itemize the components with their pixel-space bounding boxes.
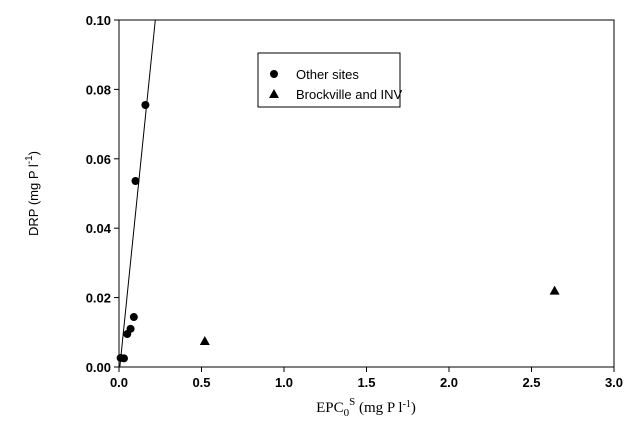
y-tick-label: 0.06 [86, 152, 111, 167]
point [126, 324, 135, 333]
point [131, 177, 140, 186]
point [549, 285, 560, 295]
x-axis-title-part: (mg P l [355, 400, 402, 416]
legend-label: Brockville and INV [296, 87, 403, 102]
legend [257, 52, 401, 108]
x-tick-label: 1.0 [275, 375, 293, 390]
x-axis-title-part: -1 [403, 399, 411, 410]
x-tick-label: 2.5 [522, 375, 540, 390]
y-axis-title: DRP (mg P l-1) [24, 151, 41, 236]
y-tick-label: 0.08 [86, 82, 111, 97]
x-tick-label: 0.5 [192, 375, 210, 390]
fit-line [119, 20, 156, 367]
x-axis-title-part: S [349, 396, 355, 408]
y-tick-label: 0.02 [86, 291, 111, 306]
legend-marker [270, 70, 278, 78]
y-axis-title-part: ) [26, 151, 41, 155]
y-axis-title-part: DRP (mg P l [26, 164, 41, 236]
point [129, 313, 138, 322]
x-tick-label: 1.5 [357, 375, 375, 390]
y-tick-label: 0.04 [86, 221, 112, 236]
x-tick-label: 3.0 [605, 375, 623, 390]
legend-marker [269, 89, 279, 98]
y-tick-label: 0.10 [86, 13, 111, 28]
y-tick-label: 0.00 [86, 360, 111, 375]
point [199, 335, 210, 345]
point [141, 101, 150, 110]
x-tick-label: 2.0 [440, 375, 458, 390]
x-axis-title-part: ) [411, 400, 416, 416]
legend-label: Other sites [296, 67, 359, 82]
x-axis-title-part: EPC [316, 400, 344, 416]
point [119, 354, 128, 363]
x-axis-title: EPC0S (mg P l-1) [316, 396, 416, 419]
x-axis-title-part: 0 [344, 407, 350, 419]
x-tick-label: 0.0 [110, 375, 128, 390]
y-axis-title-part: -1 [24, 155, 35, 164]
